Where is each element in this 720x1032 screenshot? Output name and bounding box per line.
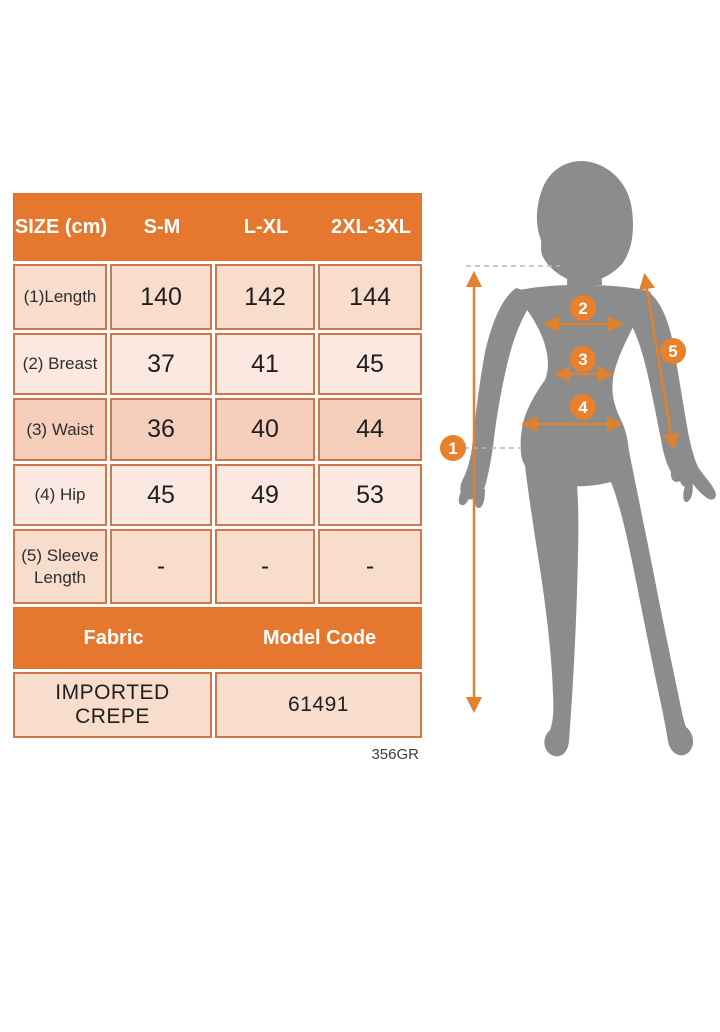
model-code-value-cell: 61491: [215, 672, 422, 738]
woman-silhouette: [458, 161, 716, 757]
row-waist-value-sm: 36: [110, 398, 212, 461]
marker-circle-2: 2: [570, 295, 596, 321]
row-breast-label-cell: (2) Breast: [13, 333, 107, 395]
silhouette-right-leg: [580, 435, 694, 756]
row-sleeve-value-lxl: -: [215, 529, 315, 604]
size-table-header-row: SIZE (cm) S-M L-XL 2XL-3XL: [13, 193, 422, 261]
header-size-sm: S-M: [143, 216, 181, 238]
model-code-value: 61491: [288, 693, 349, 716]
row-hip-value-sm: 45: [110, 464, 212, 526]
silhouette-torso: [512, 284, 651, 487]
header-fabric: Fabric: [83, 627, 144, 649]
row-waist-value-2xl3xl: 44: [318, 398, 422, 461]
header-size-unit: SIZE (cm): [14, 216, 108, 238]
fabric-value: IMPORTED CREPE: [55, 681, 170, 728]
marker-1-number: 1: [448, 439, 457, 458]
marker-circle-3: 3: [570, 346, 596, 372]
row-sleeve-value-2xl3xl: -: [318, 529, 422, 604]
row-breast-value-sm: 37: [110, 333, 212, 395]
silhouette-left-arm: [460, 288, 532, 500]
row-hip-value-2xl3xl: 53: [318, 464, 422, 526]
row-waist-label: (3) Waist: [26, 419, 94, 439]
row-hip-value-lxl: 49: [215, 464, 315, 526]
row-hip-label-cell: (4) Hip: [13, 464, 107, 526]
row-length-value-lxl: 142: [215, 264, 315, 330]
fabric-modelcode-header-row: Fabric Model Code: [13, 607, 422, 669]
silhouette-neck: [567, 236, 602, 285]
marker-circle-4: 4: [570, 394, 596, 420]
marker-circle-5: 5: [660, 338, 686, 364]
row-waist-label-cell: (3) Waist: [13, 398, 107, 461]
row-sleeve-label: (5) Sleeve Length: [21, 546, 99, 587]
row-breast-label: (2) Breast: [22, 354, 98, 374]
marker-3-number: 3: [578, 350, 587, 369]
row-length-value-2xl3xl: 144: [318, 264, 422, 330]
marker-5-number: 5: [668, 342, 677, 361]
measurement-annotations: 1 2 3 4 5: [440, 265, 686, 714]
marker-4-number: 4: [578, 398, 588, 417]
row-sleeve-value-sm: -: [110, 529, 212, 604]
fabric-value-cell: IMPORTED CREPE: [13, 672, 212, 738]
row-sleeve-label-cell: (5) Sleeve Length: [13, 529, 107, 604]
marker-circle-1: 1: [440, 435, 466, 461]
measurement-figure: 1 2 3 4 5: [440, 140, 720, 780]
row-length-label-cell: (1)Length: [13, 264, 107, 330]
row-waist-value-lxl: 40: [215, 398, 315, 461]
silhouette-right-hand-finger: [683, 480, 693, 503]
silhouette-head: [536, 161, 633, 281]
body-silhouette-diagram: 1 2 3 4 5: [440, 161, 716, 757]
header-size-lxl: L-XL: [243, 216, 289, 238]
silhouette-right-arm: [627, 290, 716, 500]
row-length-label: (1)Length: [23, 287, 97, 307]
silhouette-left-leg: [522, 435, 579, 757]
header-model-code: Model Code: [262, 627, 377, 649]
row-breast-value-2xl3xl: 45: [318, 333, 422, 395]
silhouette-left-hand-finger: [474, 489, 485, 508]
marker-2-number: 2: [578, 299, 587, 318]
header-size-2xl3xl: 2XL-3XL: [330, 216, 412, 238]
weight-note: 356GR: [371, 746, 419, 763]
row-hip-label: (4) Hip: [34, 485, 86, 505]
size-chart-table: SIZE (cm) S-M L-XL 2XL-3XL (1)Length 140…: [13, 193, 422, 738]
row-length-value-sm: 140: [110, 264, 212, 330]
sleeve-arrow: [638, 272, 680, 451]
row-breast-value-lxl: 41: [215, 333, 315, 395]
